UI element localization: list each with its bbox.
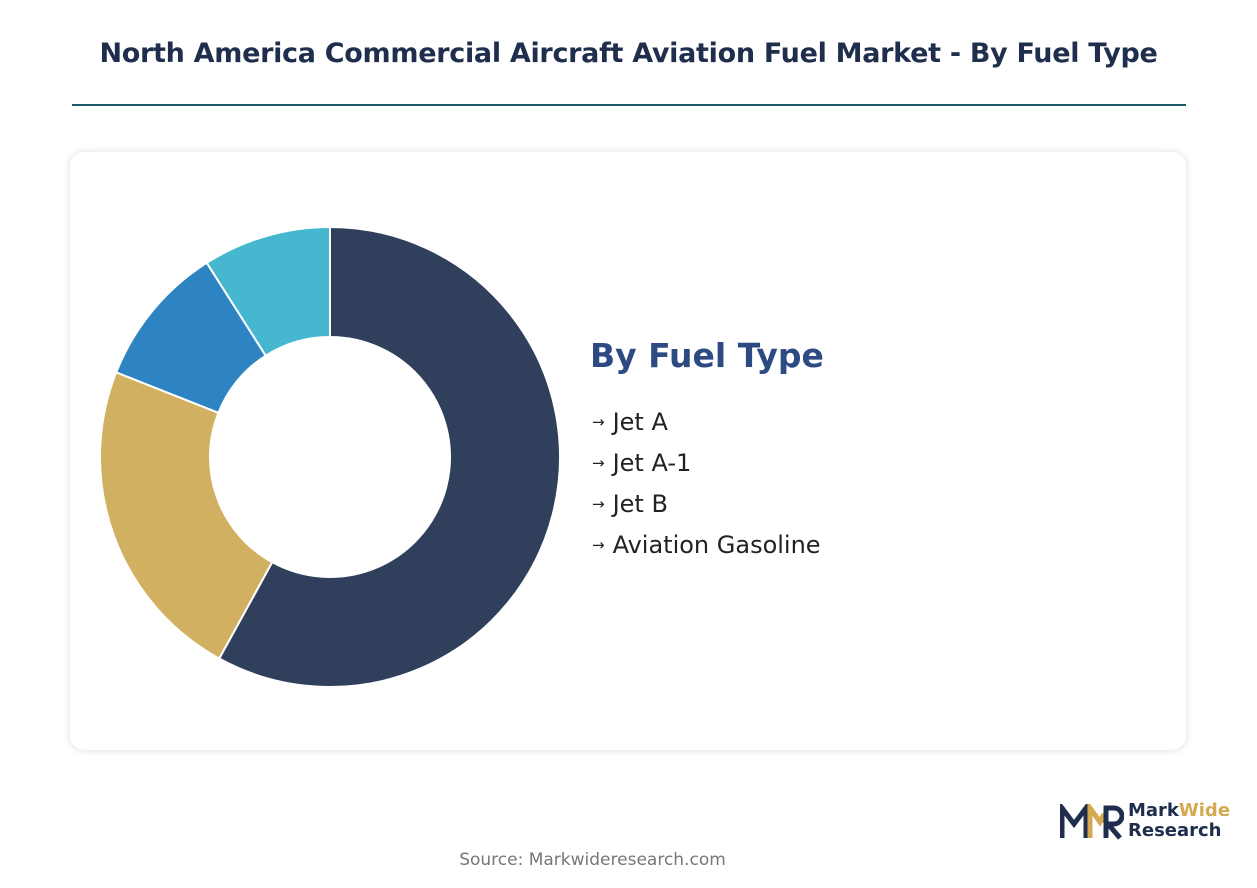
logo-word-mark: Mark (1128, 800, 1179, 821)
source-caption: Source: Markwideresearch.com (459, 850, 726, 870)
legend-item-label: Jet A-1 (612, 448, 692, 477)
arrow-right-icon: → (592, 412, 605, 431)
legend-list: → Jet A → Jet A-1 → Jet B → Aviation Gas… (592, 401, 821, 565)
legend-item-aviation-gasoline: → Aviation Gasoline (592, 524, 821, 565)
donut-slice-jet-a (217, 225, 561, 688)
donut-chart (99, 225, 561, 688)
arrow-right-icon: → (592, 453, 605, 472)
logo-mark-icon (1060, 804, 1124, 840)
legend-item-jet-a: → Jet A (592, 401, 821, 442)
logo-text: MarkWide Research (1128, 801, 1230, 841)
chart-card: By Fuel Type → Jet A → Jet A-1 → Jet B →… (70, 152, 1186, 750)
donut-slice-aviation-gasoline (205, 225, 331, 358)
legend-title: By Fuel Type (590, 336, 824, 375)
legend-item-label: Jet B (612, 489, 668, 518)
markwide-research-logo: MarkWide Research (1060, 801, 1242, 843)
legend-item-jet-b: → Jet B (592, 483, 821, 524)
title-divider (72, 104, 1186, 106)
logo-word-wide: Wide (1178, 800, 1231, 821)
legend-item-label: Jet A (612, 407, 668, 436)
page-title: North America Commercial Aircraft Aviati… (99, 38, 1158, 69)
legend-item-jet-a-1: → Jet A-1 (592, 442, 821, 483)
legend-item-label: Aviation Gasoline (612, 530, 821, 559)
arrow-right-icon: → (592, 494, 605, 513)
arrow-right-icon: → (592, 535, 605, 554)
logo-word-research: Research (1128, 820, 1222, 841)
donut-slice-jet-a-1 (99, 371, 274, 660)
